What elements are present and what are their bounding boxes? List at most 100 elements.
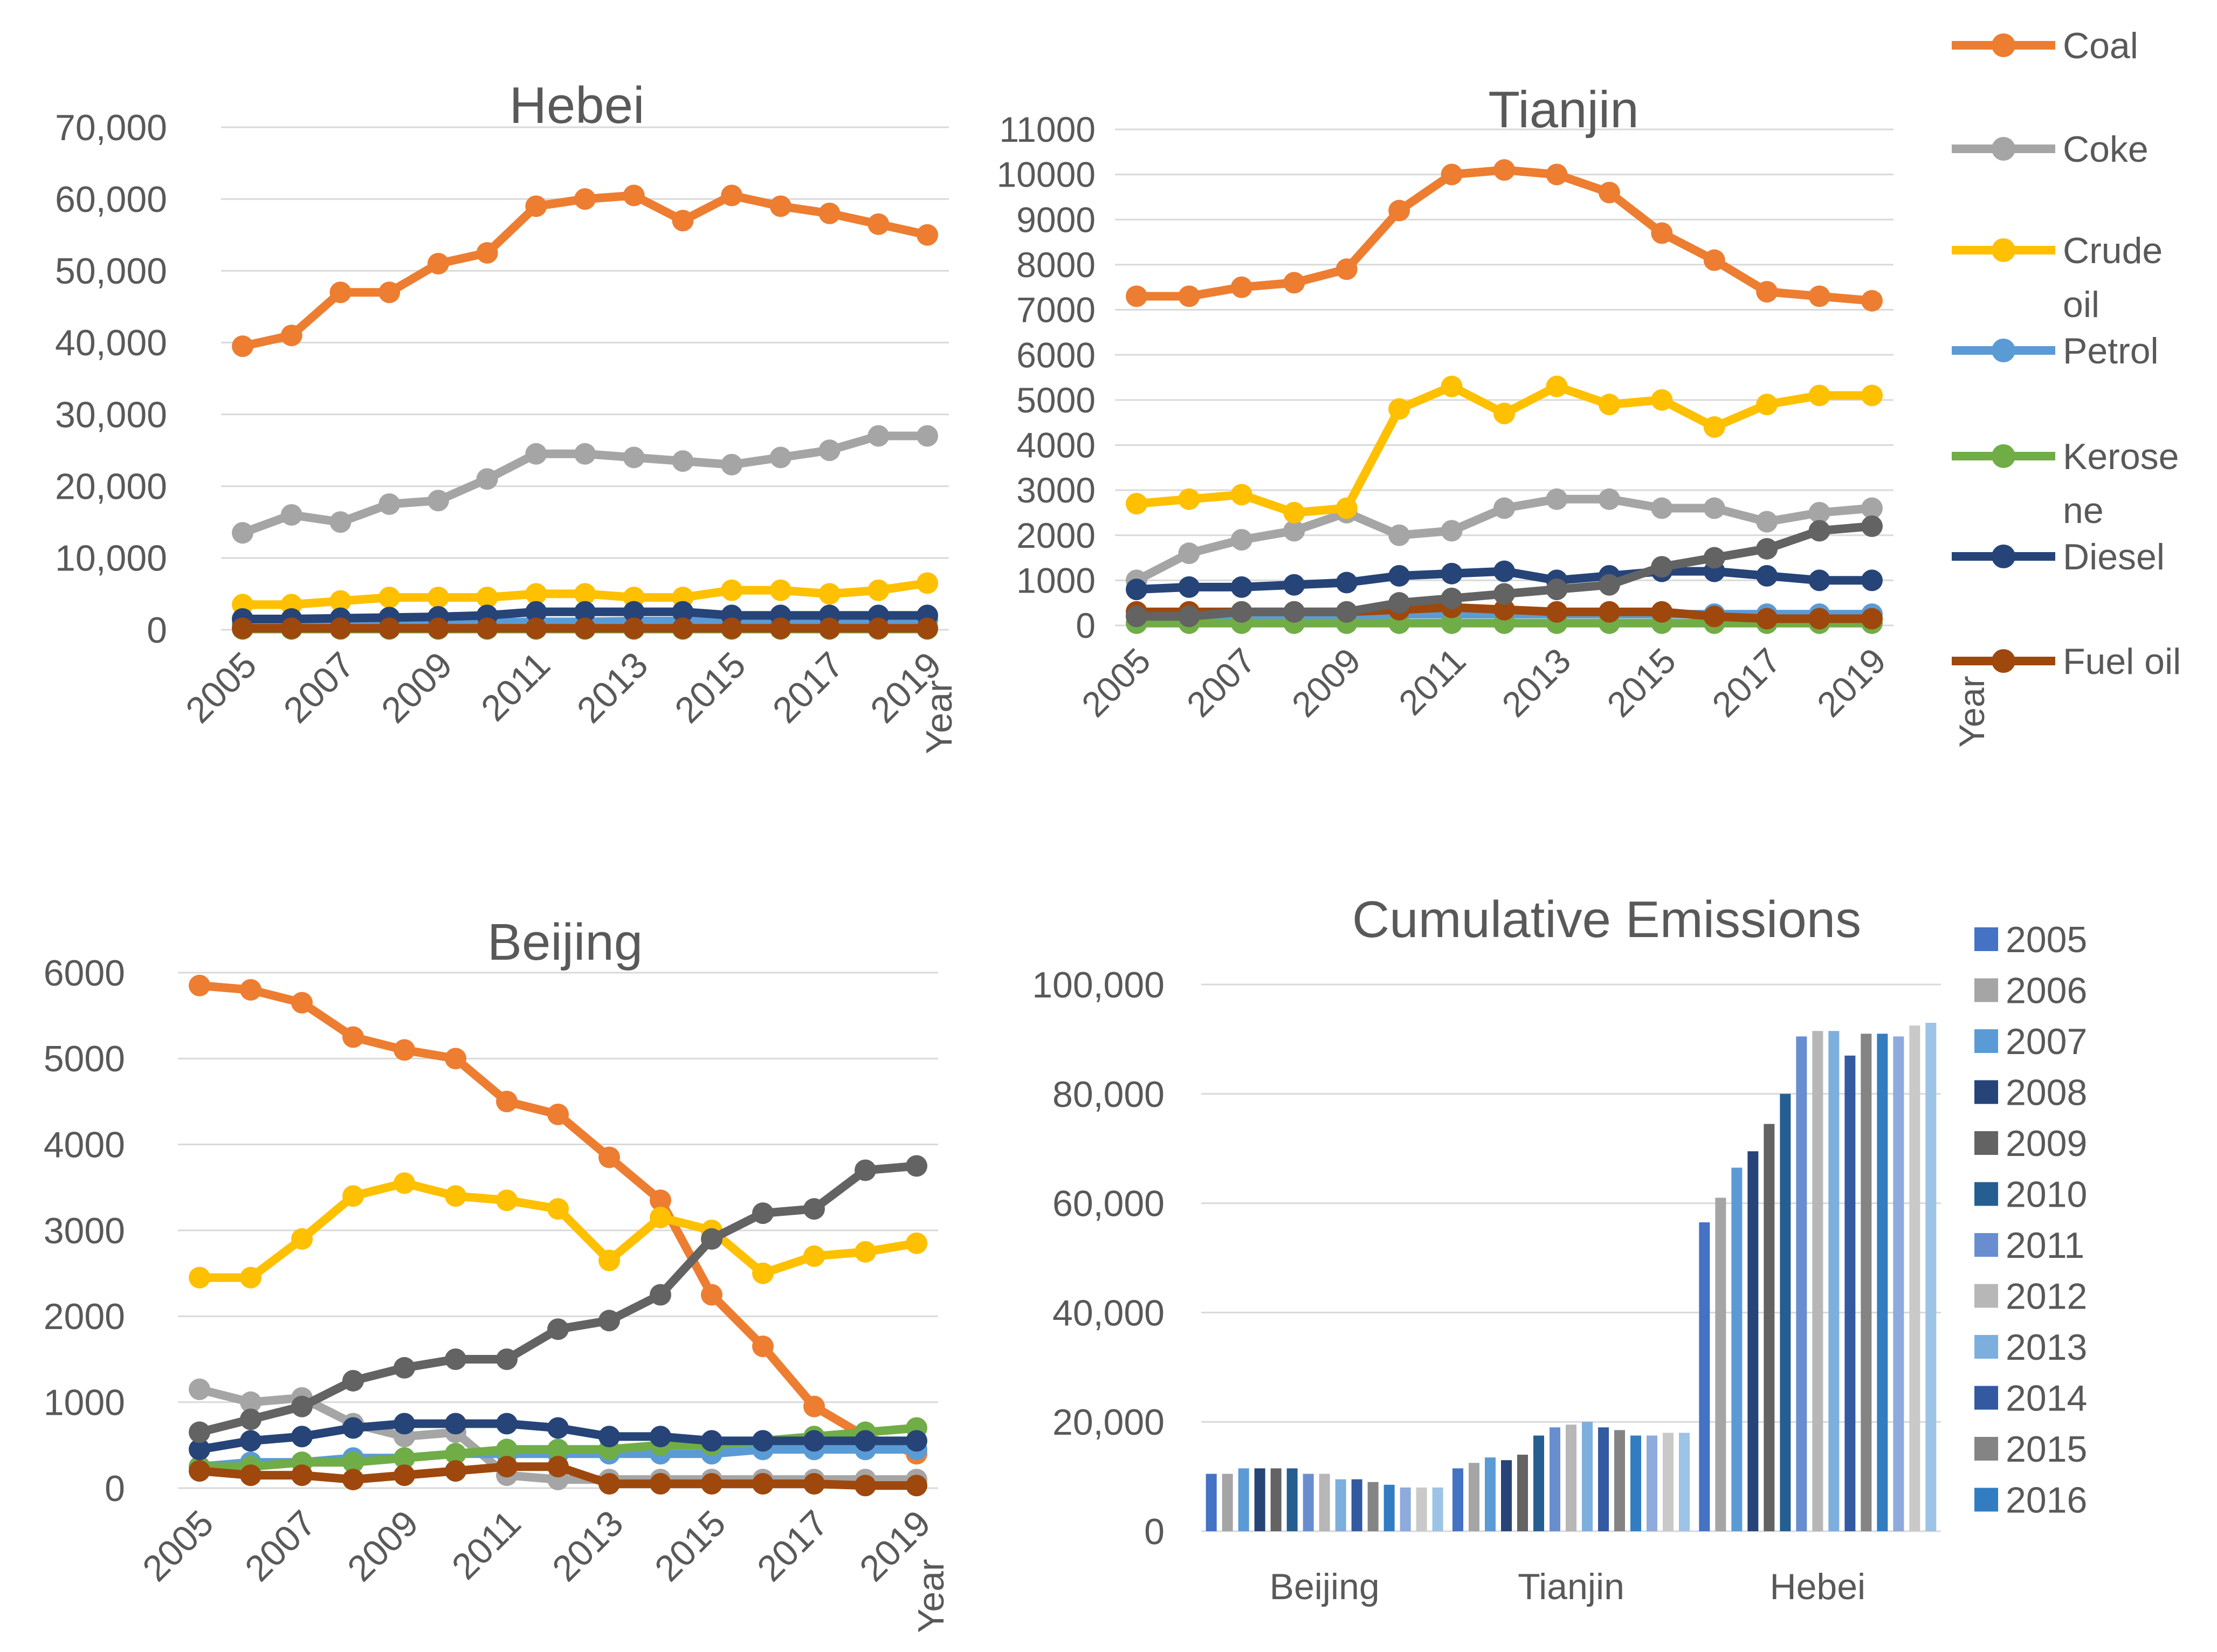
beijing-data-point [803,1430,825,1452]
year-legend-label-2013: 2013 [2006,1327,2087,1368]
legend-label-kerosene: ne [2063,490,2104,531]
tianjin-data-point [1388,199,1410,222]
tianjin-y-tick-label: 8000 [1016,245,1096,285]
beijing-data-point [547,1198,569,1220]
bar-hebei-2009 [1764,1124,1775,1531]
legend-marker-crude-oil [1992,238,2015,262]
beijing-data-point [496,1348,518,1370]
beijing-y-tick-label: 1000 [44,1382,125,1423]
tianjin-data-point [1178,285,1200,307]
hebei-data-point [574,617,596,639]
tianjin-series-crude-oil [1126,375,1883,524]
bar-tianjin-2010 [1533,1435,1544,1531]
tianjin-data-point [1178,542,1200,565]
beijing-data-point [291,1426,313,1448]
beijing-data-point [240,1464,261,1486]
bar-beijing-2013 [1335,1479,1346,1531]
year-legend-swatch-2005 [1974,927,1998,951]
bar-hebei-2006 [1715,1197,1726,1531]
tianjin-data-point [1861,384,1883,407]
tianjin-data-point [1651,222,1673,244]
hebei-x-tick-label: 2011 [473,644,558,729]
bar-beijing-2008 [1254,1468,1265,1531]
tianjin-series-other-dark-gray [1126,515,1883,628]
beijing-y-tick-label: 6000 [44,953,125,994]
bar-category-label: Hebei [1770,1566,1865,1607]
tianjin-data-point [1651,497,1673,519]
hebei-data-point [329,281,352,304]
beijing-data-point [803,1198,825,1220]
year-legend-label-2011: 2011 [2006,1225,2084,1266]
hebei-data-point [525,443,547,465]
beijing-data-point [547,1318,569,1340]
hebei-data-point [574,443,596,465]
hebei-x-tick-label: 2015 [667,644,754,731]
tianjin-data-point [1493,497,1515,519]
hebei-data-point [525,617,547,639]
hebei-data-point [378,493,401,515]
bar-beijing-2009 [1270,1468,1282,1531]
tianjin-data-point [1808,569,1830,591]
tianjin-data-point [1493,598,1515,621]
hebei-data-point [476,587,498,609]
beijing-data-point [598,1426,620,1448]
hebei-x-tick-label: 2009 [374,644,460,731]
legend-label-kerosene: Kerose [2063,436,2179,477]
beijing-data-point [906,1155,927,1177]
hebei-data-point [280,617,302,639]
tianjin-data-point [1388,565,1410,587]
bar-y-tick-label: 20,000 [1052,1402,1165,1443]
year-legend-label-2015: 2015 [2006,1429,2087,1470]
bar-beijing-2012 [1319,1474,1330,1531]
legend-label-coke: Coke [2063,129,2149,170]
year-legend-swatch-2012 [1974,1284,1998,1308]
bar-hebei-2005 [1699,1222,1710,1531]
beijing-data-point [342,1185,364,1207]
tianjin-data-point [1756,511,1778,533]
bar-tianjin-2012 [1566,1424,1576,1531]
tianjin-y-tick-label: 7000 [1016,290,1096,330]
bar-tianjin-2007 [1485,1457,1496,1531]
beijing-x-tick-label: 2009 [340,1503,426,1589]
year-legend-swatch-2016 [1974,1488,1998,1512]
beijing-data-point [496,1456,518,1478]
hebei-data-point [329,511,352,533]
bar-beijing-2018 [1416,1487,1427,1531]
hebei-data-point [867,425,890,447]
hebei-data-point [917,572,938,594]
beijing-data-point [598,1473,620,1495]
hebei-data-point [329,617,352,639]
tianjin-data-point [1335,601,1358,623]
bar-tianjin-2009 [1517,1455,1528,1531]
hebei-data-point [476,242,498,264]
hebei-data-point [769,579,791,601]
beijing-data-point [752,1336,774,1358]
tianjin-data-point [1283,601,1305,623]
tianjin-y-tick-label: 1000 [1016,560,1096,600]
hebei-data-point [476,468,498,490]
tianjin-data-point [1756,394,1778,416]
tianjin-x-tick-label: 2009 [1284,641,1368,725]
hebei-y-tick-label: 20,000 [55,466,167,507]
beijing-data-point [752,1473,774,1495]
year-legend-label-2010: 2010 [2006,1174,2087,1215]
tianjin-data-point [1441,375,1463,397]
beijing-data-point [445,1443,466,1465]
beijing-data-point [496,1189,518,1212]
hebei-data-point [574,601,596,623]
hebei-y-tick-label: 60,000 [55,179,167,220]
year-legend-label-2008: 2008 [2006,1072,2087,1113]
beijing-x-tick-label: 2013 [545,1503,631,1589]
beijing-data-point [291,992,313,1014]
bar-hebei-2019 [1925,1022,1937,1531]
hebei-data-point [917,425,938,447]
legend-marker-diesel [1992,545,2015,568]
beijing-y-tick-label: 3000 [44,1210,125,1251]
year-legend-label-2005: 2005 [2006,919,2087,960]
beijing-data-point [855,1241,876,1263]
bar-beijing-2015 [1367,1482,1379,1531]
tianjin-data-point [1546,488,1568,510]
hebei-data-point [672,210,694,232]
hebei-data-point [818,617,841,639]
bar-hebei-2008 [1747,1151,1759,1531]
